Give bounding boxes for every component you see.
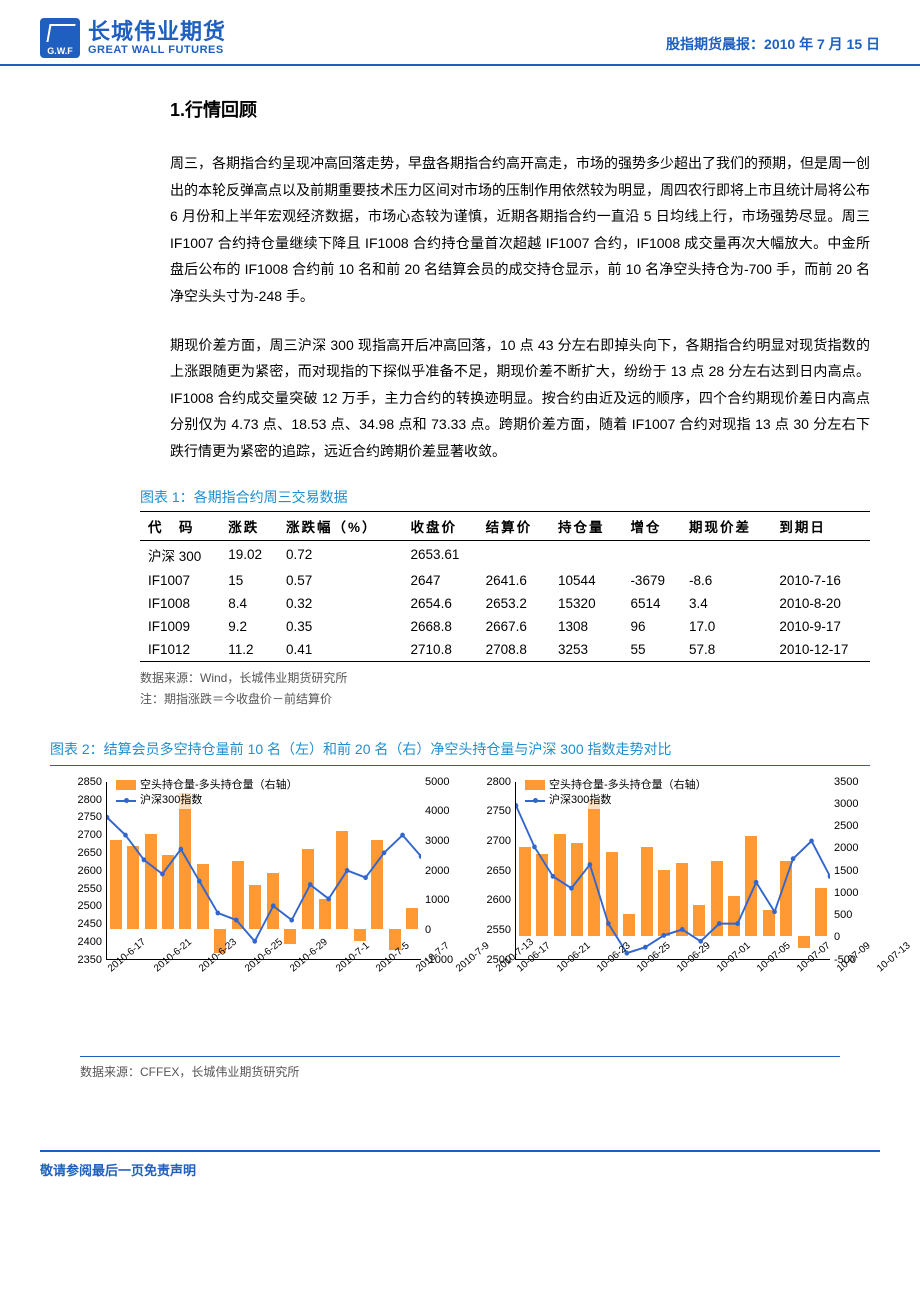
legend: 空头持仓量-多头持仓量（右轴）沪深300指数 xyxy=(525,778,707,809)
paragraph-1: 周三，各期指合约呈现冲高回落走势，早盘各期指合约高开高走，市场的强势多少超出了我… xyxy=(170,150,870,310)
table1-col: 结算价 xyxy=(478,511,550,540)
table1-col: 涨跌幅（%） xyxy=(278,511,403,540)
charts-row: 2850280027502700265026002550250024502400… xyxy=(66,776,870,1036)
table1-col: 增仓 xyxy=(622,511,681,540)
y-axis-right: 3500300025002000150010005000-500 xyxy=(834,776,870,966)
chart2-source: 数据来源：CFFEX，长城伟业期货研究所 xyxy=(80,1056,840,1080)
chart-left: 2850280027502700265026002550250024502400… xyxy=(66,776,461,1036)
paragraph-2: 期现价差方面，周三沪深 300 现指高开后冲高回落，10 点 43 分左右即掉头… xyxy=(170,332,870,465)
logo-block: G.W.F 长城伟业期货 GREAT WALL FUTURES xyxy=(40,18,226,58)
table1-col: 到期日 xyxy=(771,511,870,540)
table1-col: 涨跌 xyxy=(220,511,278,540)
legend-swatch-bar xyxy=(525,780,545,790)
y-axis-right: 500040003000200010000-1000 xyxy=(425,776,461,966)
table1-caption: 图表 1：各期指合约周三交易数据 xyxy=(140,487,870,511)
x-axis: 2010-6-172010-6-212010-6-232010-6-252010… xyxy=(106,966,421,977)
table-row: 沪深 30019.020.722653.61 xyxy=(140,540,870,569)
table1-col: 收盘价 xyxy=(403,511,478,540)
table-row: IF101211.20.412710.82708.832535557.82010… xyxy=(140,638,870,662)
page-footer: 敬请参阅最后一页免责声明 xyxy=(40,1150,880,1179)
table-row: IF10099.20.352668.82667.613089617.02010-… xyxy=(140,615,870,638)
page-header: G.W.F 长城伟业期货 GREAT WALL FUTURES 股指期货晨报：2… xyxy=(0,0,920,66)
chart2-caption: 图表 2：结算会员多空持仓量前 10 名（左）和前 20 名（右）净空头持仓量与… xyxy=(50,739,870,766)
table1-note: 注：期指涨跌＝今收盘价－前结算价 xyxy=(140,689,870,711)
legend-swatch-line xyxy=(116,800,136,802)
chart-right: 2800275027002650260025502500 350030002500… xyxy=(475,776,870,1036)
table1-col: 期现价差 xyxy=(681,511,771,540)
section-title: 1.行情回顾 xyxy=(170,96,870,122)
y-axis-left: 2800275027002650260025502500 xyxy=(475,776,511,966)
table-row: IF10088.40.322654.62653.21532065143.4201… xyxy=(140,592,870,615)
company-name-en: GREAT WALL FUTURES xyxy=(88,44,226,56)
table1: 代 码涨跌涨跌幅（%）收盘价结算价持仓量增仓期现价差到期日 沪深 30019.0… xyxy=(140,511,870,662)
legend-swatch-line xyxy=(525,800,545,802)
report-date: 股指期货晨报：2010 年 7 月 15 日 xyxy=(666,34,880,58)
table1-col: 代 码 xyxy=(140,511,220,540)
table1-source: 数据来源：Wind，长城伟业期货研究所 xyxy=(140,668,870,690)
company-name-cn: 长城伟业期货 xyxy=(88,20,226,44)
table1-wrap: 代 码涨跌涨跌幅（%）收盘价结算价持仓量增仓期现价差到期日 沪深 30019.0… xyxy=(140,511,870,662)
table-row: IF1007150.5726472641.610544-3679-8.62010… xyxy=(140,569,870,592)
y-axis-left: 2850280027502700265026002550250024502400… xyxy=(66,776,102,966)
x-axis: 10-06-1710-06-2110-06-2310-06-2510-06-29… xyxy=(515,966,830,977)
content-area: 1.行情回顾 周三，各期指合约呈现冲高回落走势，早盘各期指合约高开高走，市场的强… xyxy=(0,66,920,1100)
table1-col: 持仓量 xyxy=(550,511,622,540)
logo-icon: G.W.F xyxy=(40,18,80,58)
legend: 空头持仓量-多头持仓量（右轴）沪深300指数 xyxy=(116,778,298,809)
logo-text: 长城伟业期货 GREAT WALL FUTURES xyxy=(88,20,226,56)
legend-swatch-bar xyxy=(116,780,136,790)
